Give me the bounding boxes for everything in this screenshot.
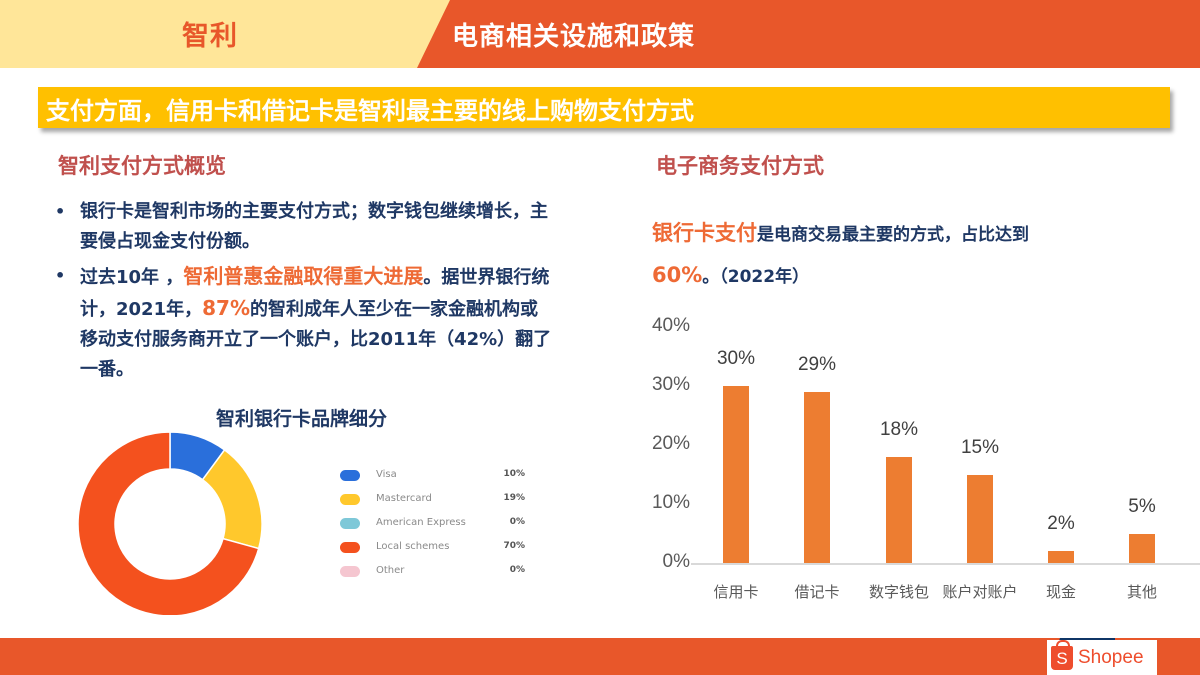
legend-swatch-icon xyxy=(340,542,360,553)
bar xyxy=(804,391,830,563)
x-axis-category: 账户对账户 xyxy=(942,583,1018,601)
legend-label: Mastercard xyxy=(376,493,432,504)
legend-item: American Express 0% xyxy=(340,514,525,538)
bar-chart: 0% 10% 20% 30% 40% 30% 信用卡 29% 借记卡 18% 数字钱包 15% 账户对账… xyxy=(620,310,1200,610)
donut-chart-svg xyxy=(77,431,263,615)
bullet-item: • 过去10年 ，智利普惠金融取得重大进展。据世界银行统计，2021年，87%的… xyxy=(55,261,555,385)
country-title: 智利 xyxy=(182,21,238,52)
bar xyxy=(886,456,912,563)
lead-highlight: 银行卡支付 xyxy=(652,221,757,245)
footer-navy-stripe xyxy=(1047,638,1115,675)
legend-item: Visa 10% xyxy=(340,466,525,490)
donut-chart-title: 智利银行卡品牌细分 xyxy=(216,408,388,430)
bar-value-label: 2% xyxy=(1047,513,1075,535)
legend-item: Mastercard 19% xyxy=(340,490,525,514)
legend-label: Other xyxy=(376,565,405,576)
legend-value: 70% xyxy=(503,541,525,551)
bar-value-label: 29% xyxy=(797,353,837,375)
lead-value: 60% xyxy=(652,263,703,287)
legend-swatch-icon xyxy=(340,518,360,529)
y-axis-tick: 10% xyxy=(651,492,690,513)
bullet-dot-icon: • xyxy=(55,266,66,285)
bar xyxy=(1129,533,1155,563)
legend-value: 0% xyxy=(509,565,525,575)
header-country-band xyxy=(0,0,450,68)
lead-text: 是电商交易最主要的方式，占比达到 xyxy=(757,225,1029,245)
bar-value-label: 15% xyxy=(960,436,1000,458)
legend-swatch-icon xyxy=(340,566,360,577)
legend-value: 19% xyxy=(503,493,525,503)
legend-swatch-icon xyxy=(340,470,360,481)
x-axis-category: 现金 xyxy=(1045,583,1076,601)
donut-slice-local-schemes xyxy=(77,431,260,615)
slide-header: 智利 电商相关设施和政策 xyxy=(0,0,1200,68)
legend-item: Local schemes 70% xyxy=(340,538,525,562)
bar xyxy=(967,474,993,563)
y-axis-tick: 20% xyxy=(651,433,690,454)
legend-label: Local schemes xyxy=(376,541,450,552)
bar-value-label: 30% xyxy=(716,348,756,369)
y-axis-tick: 40% xyxy=(651,315,690,336)
lead-statement: 银行卡支付是电商交易最主要的方式，占比达到 60%。（2022年） xyxy=(652,213,1152,297)
bar xyxy=(723,386,749,563)
legend-value: 10% xyxy=(503,469,525,479)
bar-value-label: 18% xyxy=(879,418,919,440)
right-subtitle: 电子商务支付方式 xyxy=(656,154,824,178)
banner-text: 支付方面，信用卡和借记卡是智利最主要的线上购物支付方式 xyxy=(46,97,694,125)
x-axis-category: 数字钱包 xyxy=(868,583,929,601)
bar xyxy=(1048,551,1074,563)
section-title: 电商相关设施和政策 xyxy=(452,22,696,52)
bullet-item: • 银行卡是智利市场的主要支付方式；数字钱包继续增长，主要侵占现金支付份额。 xyxy=(55,197,555,257)
donut-chart xyxy=(70,425,270,615)
bullet-highlight-percent: 87% xyxy=(202,296,250,320)
x-axis-category: 借记卡 xyxy=(794,583,840,601)
legend-item: Other 0% xyxy=(340,562,525,586)
legend-label: Visa xyxy=(376,469,397,480)
bullet-list: • 银行卡是智利市场的主要支付方式；数字钱包继续增长，主要侵占现金支付份额。 •… xyxy=(55,197,555,389)
y-axis-tick: 0% xyxy=(662,551,690,572)
bullet-text-mid: 。据世界银行统计，2021年， xyxy=(80,267,550,320)
y-axis-tick: 30% xyxy=(651,374,690,395)
bar-value-label: 5% xyxy=(1128,495,1156,517)
bullet-dot-icon: • xyxy=(55,202,66,221)
shopping-bag-icon: S xyxy=(1051,640,1073,670)
key-message-banner: 支付方面，信用卡和借记卡是智利最主要的线上购物支付方式 xyxy=(38,87,1170,128)
bullet-text-post: 的智利成年人至少在一家金融机构或移动支付服务商开立了一个账户，比2011年（42… xyxy=(80,299,552,380)
legend-value: 0% xyxy=(509,517,525,527)
legend-label: American Express xyxy=(376,517,466,528)
x-axis-line xyxy=(691,563,1200,565)
bullet-text-pre: 过去10年 ， xyxy=(80,267,184,288)
donut-legend: Visa 10% Mastercard 19% American Express 0% Lo… xyxy=(340,466,525,586)
bullet-text: 银行卡是智利市场的主要支付方式；数字钱包继续增长，主要侵占现金支付份额。 xyxy=(80,201,548,252)
shopee-logo: S Shopee xyxy=(1047,640,1157,675)
x-axis-category: 信用卡 xyxy=(713,583,759,601)
legend-swatch-icon xyxy=(340,494,360,505)
lead-suffix: 。（2022年） xyxy=(702,267,810,287)
brand-name: Shopee xyxy=(1078,647,1144,668)
x-axis-category: 其他 xyxy=(1126,583,1157,601)
bullet-highlight: 智利普惠金融取得重大进展 xyxy=(183,264,424,288)
slide-footer xyxy=(0,638,1200,675)
left-subtitle: 智利支付方式概览 xyxy=(58,154,226,178)
